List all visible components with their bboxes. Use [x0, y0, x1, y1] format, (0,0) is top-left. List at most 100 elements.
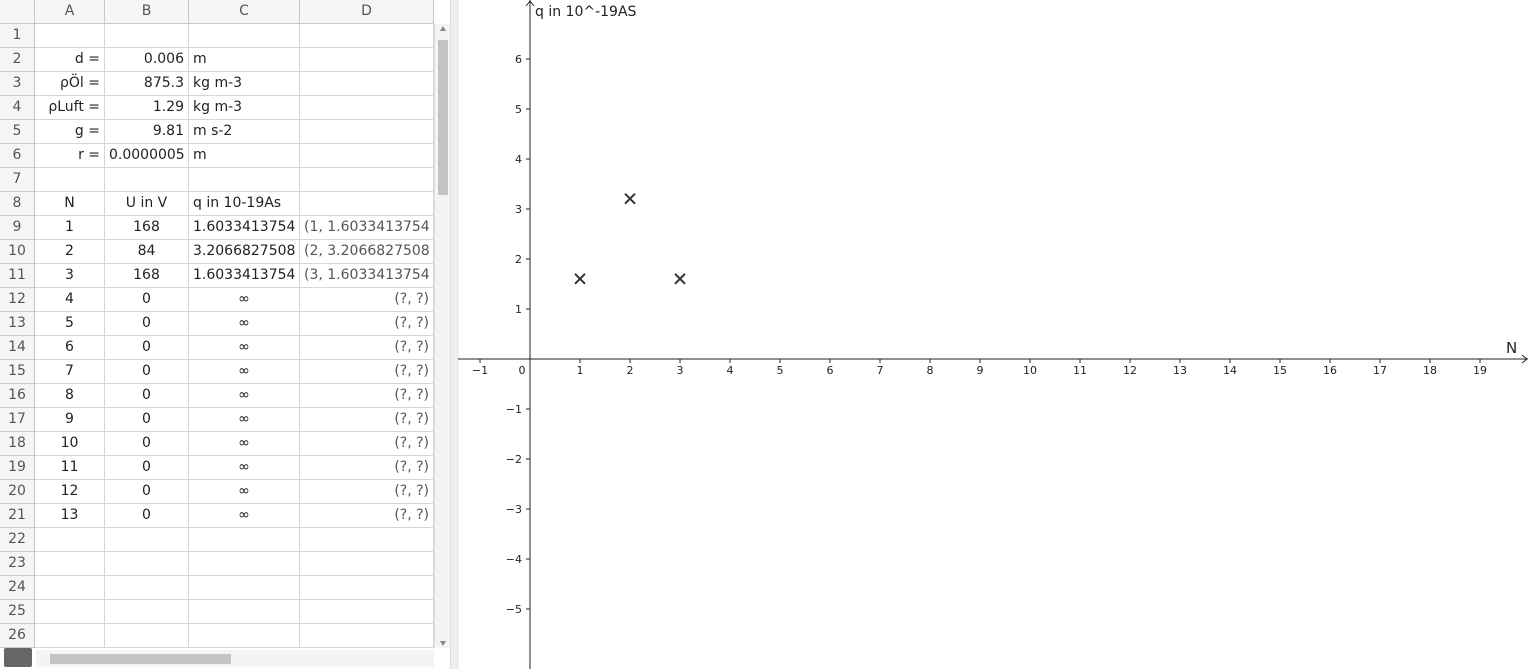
cell: 84: [105, 240, 189, 264]
cell: 8: [35, 384, 105, 408]
cell: 0: [105, 312, 189, 336]
cell: [35, 24, 105, 48]
row-header: 26: [0, 624, 35, 648]
row-header: 8: [0, 192, 35, 216]
row-header: 7: [0, 168, 35, 192]
cell: g =: [35, 120, 105, 144]
cell: 11: [35, 456, 105, 480]
x-tick-label: 1: [577, 364, 584, 377]
x-tick-label: 16: [1323, 364, 1337, 377]
cell: 12: [35, 480, 105, 504]
y-tick-label: 3: [515, 203, 522, 216]
row-header: 11: [0, 264, 35, 288]
cell: 0: [105, 504, 189, 528]
cell: kg m-3: [189, 72, 300, 96]
cell: (?, ?): [300, 288, 434, 312]
x-tick-label: 19: [1473, 364, 1487, 377]
cell: 7: [35, 360, 105, 384]
point: [574, 273, 586, 285]
x-tick-label: 12: [1123, 364, 1137, 377]
row-header: 9: [0, 216, 35, 240]
cell: [105, 600, 189, 624]
row-header: 18: [0, 432, 35, 456]
cell: 3.2066827508: [189, 240, 300, 264]
corner: [0, 0, 35, 24]
cell: 0.006: [105, 48, 189, 72]
cell: [300, 624, 434, 648]
y-tick-label: 6: [515, 53, 522, 66]
cell: ∞: [189, 456, 300, 480]
cell: 1: [35, 216, 105, 240]
divider[interactable]: [450, 0, 459, 669]
point: [624, 192, 636, 205]
x-tick-label: 9: [977, 364, 984, 377]
cell: 168: [105, 216, 189, 240]
cell: [105, 168, 189, 192]
cell: [35, 528, 105, 552]
cell: [300, 96, 434, 120]
cell: 13: [35, 504, 105, 528]
cell: ∞: [189, 504, 300, 528]
cell: [300, 552, 434, 576]
cell: 5: [35, 312, 105, 336]
row-header: 14: [0, 336, 35, 360]
cell: 0: [105, 384, 189, 408]
cell: kg m-3: [189, 96, 300, 120]
y-tick-label: −3: [506, 503, 522, 516]
column-header: D: [300, 0, 434, 24]
cell: ∞: [189, 360, 300, 384]
x-tick-label: 8: [927, 364, 934, 377]
scroll-arrow[interactable]: [440, 641, 446, 646]
cell: d =: [35, 48, 105, 72]
x-tick-label: −1: [472, 364, 488, 377]
cell: (2, 3.2066827508: [300, 240, 434, 264]
row-header: 22: [0, 528, 35, 552]
x-tick-label: 11: [1073, 364, 1087, 377]
cell: ρLuft =: [35, 96, 105, 120]
row-header: 13: [0, 312, 35, 336]
row-header: 20: [0, 480, 35, 504]
y-tick-label: 5: [515, 103, 522, 116]
x-tick-label: 14: [1223, 364, 1237, 377]
cell: 0: [105, 288, 189, 312]
cell: 0: [105, 360, 189, 384]
cell: q in 10-19As: [189, 192, 300, 216]
cell: 0: [105, 456, 189, 480]
cell: r =: [35, 144, 105, 168]
x-tick-label: 10: [1023, 364, 1037, 377]
cell: [300, 528, 434, 552]
scroll-thumb[interactable]: [438, 40, 448, 195]
cell: 9.81: [105, 120, 189, 144]
horizontal-scrollbar[interactable]: [36, 650, 434, 667]
keyboard-button[interactable]: [4, 648, 32, 667]
row-header: 2: [0, 48, 35, 72]
x-tick-label: 15: [1273, 364, 1287, 377]
cell: 0: [105, 432, 189, 456]
cell: [189, 600, 300, 624]
cell: U in V: [105, 192, 189, 216]
cell: m s-2: [189, 120, 300, 144]
scroll-arrow[interactable]: [440, 26, 446, 31]
cell: (?, ?): [300, 384, 434, 408]
x-tick-label: 13: [1173, 364, 1187, 377]
cell: (?, ?): [300, 408, 434, 432]
cell: 4: [35, 288, 105, 312]
cell: 168: [105, 264, 189, 288]
cell: [35, 552, 105, 576]
row-header: 1: [0, 24, 35, 48]
cell: ∞: [189, 384, 300, 408]
cell: 875.3: [105, 72, 189, 96]
row-header: 16: [0, 384, 35, 408]
cell: 0: [105, 336, 189, 360]
cell: ∞: [189, 408, 300, 432]
column-header: C: [189, 0, 300, 24]
x-tick-label: 7: [877, 364, 884, 377]
row-header: 3: [0, 72, 35, 96]
vertical-scrollbar[interactable]: [434, 24, 451, 648]
x-tick-label: 0: [519, 364, 526, 377]
cell: [189, 576, 300, 600]
cell: 1.29: [105, 96, 189, 120]
row-header: 17: [0, 408, 35, 432]
scroll-thumb[interactable]: [50, 654, 231, 664]
y-tick-label: −1: [506, 403, 522, 416]
